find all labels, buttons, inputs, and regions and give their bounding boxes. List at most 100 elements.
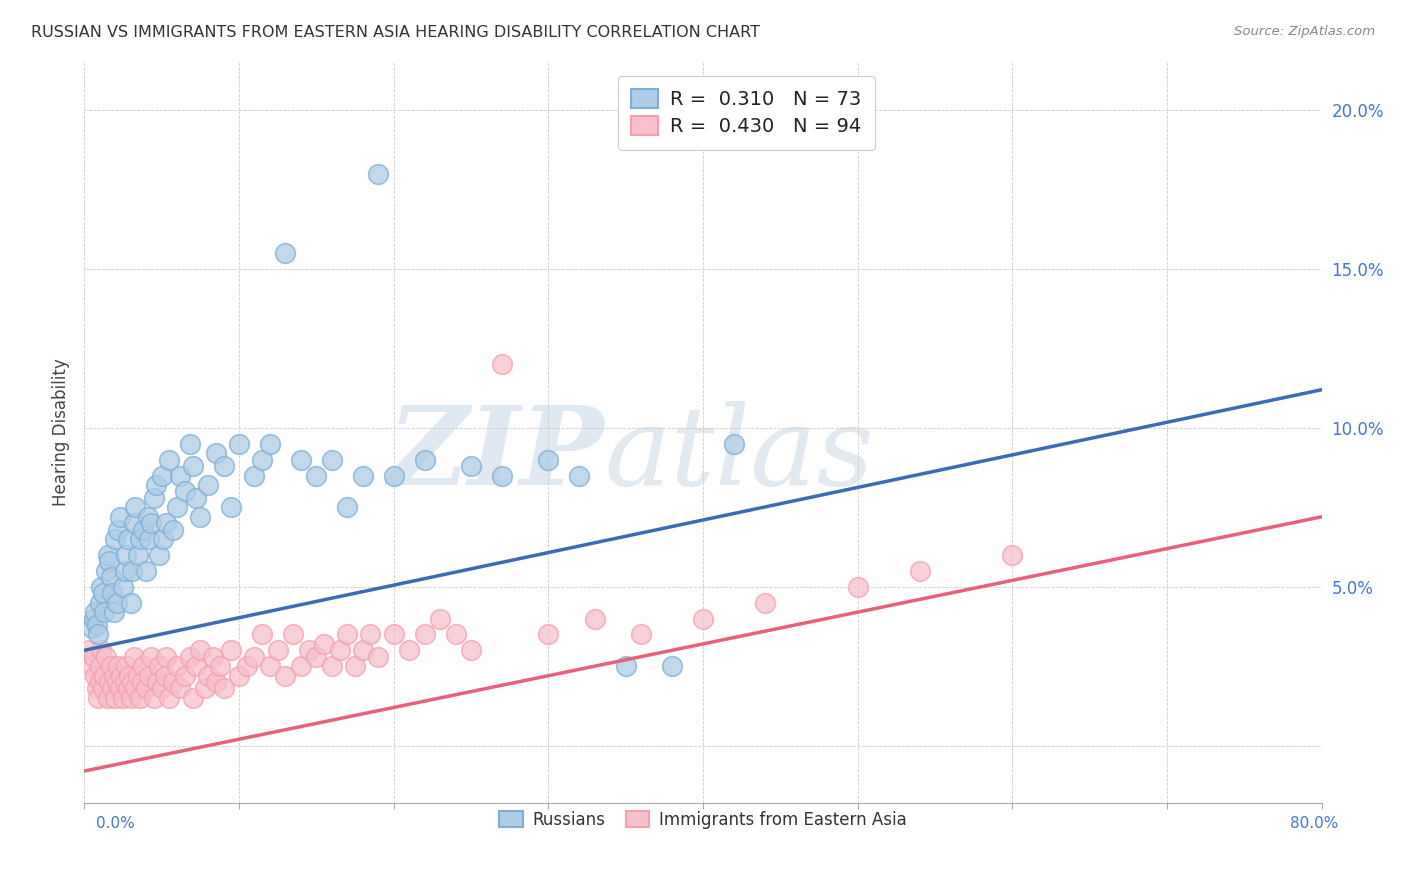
Text: atlas: atlas xyxy=(605,401,873,508)
Point xyxy=(93,669,115,683)
Point xyxy=(131,675,153,690)
Point xyxy=(103,605,125,619)
Point xyxy=(122,649,145,664)
Point xyxy=(169,681,191,696)
Point xyxy=(159,690,180,705)
Point xyxy=(82,659,104,673)
Point xyxy=(188,509,211,524)
Point xyxy=(179,649,201,664)
Point xyxy=(583,611,606,625)
Point xyxy=(114,564,136,578)
Point xyxy=(100,659,122,673)
Point xyxy=(87,690,110,705)
Point xyxy=(87,627,110,641)
Point xyxy=(166,500,188,515)
Point xyxy=(243,468,266,483)
Point xyxy=(101,586,124,600)
Point xyxy=(117,681,139,696)
Point xyxy=(138,669,160,683)
Point xyxy=(209,659,232,673)
Point xyxy=(94,649,117,664)
Point xyxy=(150,468,173,483)
Point xyxy=(661,659,683,673)
Point xyxy=(201,649,224,664)
Point xyxy=(219,643,242,657)
Point xyxy=(343,659,366,673)
Point xyxy=(352,468,374,483)
Point xyxy=(82,621,104,635)
Point xyxy=(460,643,482,657)
Point xyxy=(174,484,197,499)
Point xyxy=(112,580,135,594)
Point xyxy=(121,675,143,690)
Point xyxy=(135,681,157,696)
Point xyxy=(91,586,114,600)
Point xyxy=(129,532,152,546)
Point xyxy=(281,627,305,641)
Point xyxy=(312,637,335,651)
Point xyxy=(491,468,513,483)
Point xyxy=(138,532,160,546)
Point xyxy=(188,643,211,657)
Point xyxy=(537,627,560,641)
Point xyxy=(460,458,482,473)
Point xyxy=(181,690,204,705)
Point xyxy=(110,669,132,683)
Point xyxy=(86,618,108,632)
Point xyxy=(90,643,112,657)
Point xyxy=(93,605,115,619)
Point xyxy=(568,468,591,483)
Point xyxy=(132,659,155,673)
Point xyxy=(321,659,343,673)
Y-axis label: Hearing Disability: Hearing Disability xyxy=(52,359,70,507)
Point xyxy=(112,690,135,705)
Point xyxy=(105,675,128,690)
Point xyxy=(274,246,297,260)
Point xyxy=(98,675,121,690)
Point xyxy=(96,548,118,562)
Point xyxy=(321,452,343,467)
Point xyxy=(136,509,159,524)
Point xyxy=(614,659,637,673)
Point xyxy=(197,478,219,492)
Point xyxy=(267,643,290,657)
Point xyxy=(107,659,129,673)
Point xyxy=(90,580,112,594)
Point xyxy=(336,627,359,641)
Point xyxy=(153,669,176,683)
Point xyxy=(1001,548,1024,562)
Point xyxy=(89,596,111,610)
Point xyxy=(143,491,166,505)
Point xyxy=(101,681,124,696)
Point xyxy=(148,548,170,562)
Text: Source: ZipAtlas.com: Source: ZipAtlas.com xyxy=(1234,25,1375,38)
Point xyxy=(219,500,242,515)
Point xyxy=(630,627,652,641)
Point xyxy=(367,649,389,664)
Point xyxy=(491,357,513,371)
Point xyxy=(205,675,228,690)
Point xyxy=(413,627,436,641)
Point xyxy=(398,643,420,657)
Point xyxy=(382,468,405,483)
Point xyxy=(77,643,100,657)
Point xyxy=(129,690,152,705)
Point xyxy=(235,659,259,673)
Point xyxy=(228,436,250,450)
Point xyxy=(179,436,201,450)
Point xyxy=(305,649,328,664)
Point xyxy=(228,669,250,683)
Point xyxy=(205,446,228,460)
Point xyxy=(139,649,162,664)
Text: RUSSIAN VS IMMIGRANTS FROM EASTERN ASIA HEARING DISABILITY CORRELATION CHART: RUSSIAN VS IMMIGRANTS FROM EASTERN ASIA … xyxy=(31,25,759,40)
Point xyxy=(352,643,374,657)
Point xyxy=(328,643,352,657)
Point xyxy=(132,523,155,537)
Point xyxy=(212,681,235,696)
Point xyxy=(152,532,174,546)
Point xyxy=(83,649,105,664)
Point xyxy=(259,436,281,450)
Point xyxy=(274,669,297,683)
Point xyxy=(120,596,142,610)
Point xyxy=(115,659,138,673)
